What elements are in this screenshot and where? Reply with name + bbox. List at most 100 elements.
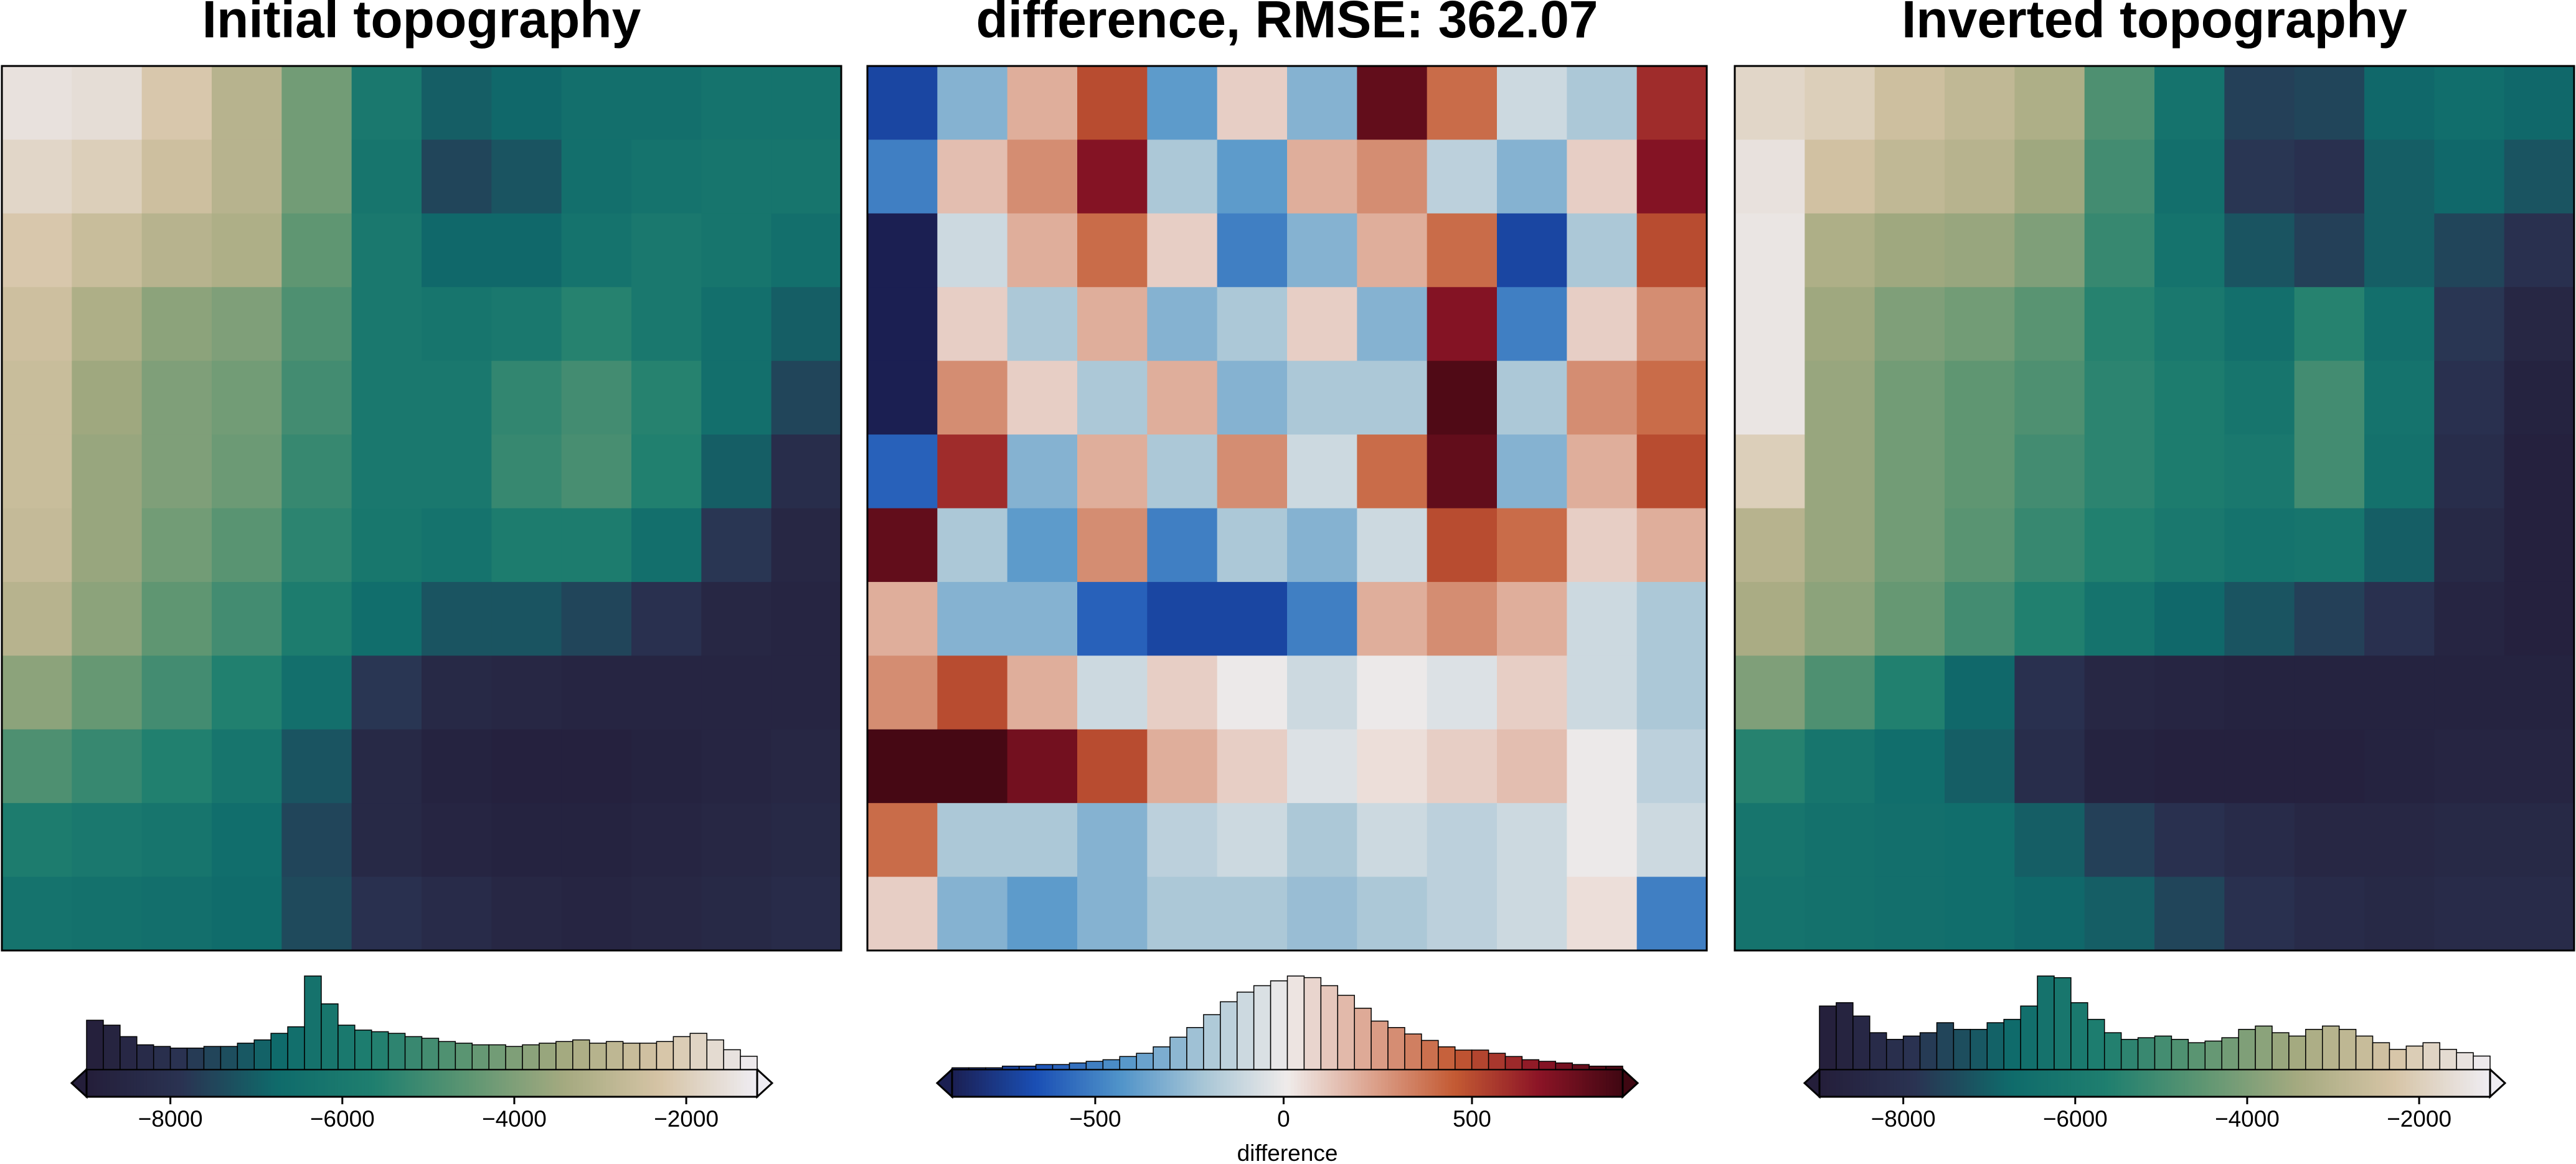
histogram-bar (2070, 1002, 2088, 1070)
colorbar-segment (2074, 1069, 2078, 1097)
colorbar-segment (2389, 1069, 2394, 1097)
colorbar-segment (234, 1069, 238, 1097)
heatmap-cell (1735, 876, 1805, 951)
histogram-bar (287, 1026, 305, 1070)
heatmap-cell (2294, 139, 2365, 214)
heatmap-cell (937, 655, 1008, 730)
heatmap-cell (1567, 803, 1638, 878)
colorbar-segment (683, 1069, 687, 1097)
colorbar-segment (2453, 1069, 2457, 1097)
colorbar-extend-high (1621, 1067, 1639, 1099)
heatmap-cell (2434, 213, 2505, 288)
colorbar-segment (462, 1069, 466, 1097)
colorbar-segment (576, 1069, 580, 1097)
colorbar-segment (1873, 1069, 1877, 1097)
heatmap-cell (2434, 287, 2505, 362)
heatmap-cell (1874, 66, 1945, 141)
colorbar-segment (509, 1069, 513, 1097)
colorbar-segment (965, 1069, 970, 1097)
colorbar-segment (1401, 1069, 1405, 1097)
heatmap-cell (2434, 729, 2505, 804)
heatmap-cell (1735, 139, 1805, 214)
colorbar-segment (348, 1069, 352, 1097)
colorbar-segment (197, 1069, 201, 1097)
colorbar-segment (1552, 1069, 1557, 1097)
heatmap-cell (1077, 66, 1148, 141)
heatmap-cell (1217, 803, 1288, 878)
heatmap-cell (2084, 213, 2155, 288)
colorbar-segment (1907, 1069, 1911, 1097)
colorbar-segment (1549, 1069, 1553, 1097)
histogram-bar (522, 1044, 540, 1070)
colorbar-segment (254, 1069, 258, 1097)
colorbar-segment (593, 1069, 597, 1097)
heatmap-cell (771, 287, 842, 362)
heatmap-cell (281, 508, 352, 583)
heatmap-cell (281, 139, 352, 214)
heatmap-cell (422, 655, 492, 730)
heatmap-cell (2294, 581, 2365, 656)
histogram-bar (1220, 1001, 1238, 1070)
colorbar-segment (288, 1069, 292, 1097)
colorbar-segment (1953, 1069, 1958, 1097)
colorbar-segment (2047, 1069, 2052, 1097)
colorbar-segment (298, 1069, 302, 1097)
colorbar-segment (1153, 1069, 1158, 1097)
heatmap-cell (2294, 729, 2365, 804)
colorbar-segment (2050, 1069, 2055, 1097)
colorbar-segment (130, 1069, 134, 1097)
heatmap-cell (2294, 66, 2365, 141)
colorbar-segment (1481, 1069, 1486, 1097)
colorbar-segment (2262, 1069, 2267, 1097)
heatmap-cell (1217, 360, 1288, 435)
histogram-bar (985, 1067, 1003, 1070)
colorbar-segment (328, 1069, 332, 1097)
heatmap-cell (141, 508, 212, 583)
histogram-bar (1504, 1056, 1523, 1070)
colorbar-segment (1562, 1069, 1567, 1097)
colorbar-segment (1602, 1069, 1606, 1097)
heatmap-cell (2364, 213, 2435, 288)
colorbar-segment (2178, 1069, 2182, 1097)
heatmap-cell (1567, 434, 1638, 509)
colorbar-segment (291, 1069, 295, 1097)
histogram-bar (1186, 1027, 1204, 1070)
colorbar-segment (616, 1069, 621, 1097)
colorbar-segment (2399, 1069, 2404, 1097)
colorbar-segment (572, 1069, 577, 1097)
heatmap-cell (2154, 360, 2225, 435)
colorbar-segment (535, 1069, 540, 1097)
heatmap-cell (1567, 729, 1638, 804)
x-tick-label: 500 (1453, 1106, 1491, 1132)
colorbar-segment (1990, 1069, 1994, 1097)
histogram-bar (1572, 1064, 1590, 1070)
colorbar-segment (388, 1069, 392, 1097)
colorbar-segment (2379, 1069, 2384, 1097)
colorbar-segment (1465, 1069, 1470, 1097)
heatmap-cell (1567, 360, 1638, 435)
colorbar-segment (163, 1069, 168, 1097)
colorbar-segment (1498, 1069, 1503, 1097)
colorbar-segment (2044, 1069, 2048, 1097)
heatmap-cell (1147, 803, 1218, 878)
histogram-bar (136, 1044, 154, 1070)
heatmap-cell (212, 434, 282, 509)
heatmap-cell (1427, 876, 1498, 951)
histogram-bar (1852, 1015, 1871, 1070)
heatmap-cell (631, 655, 702, 730)
colorbar-segment (1263, 1069, 1268, 1097)
colorbar-segment (1354, 1069, 1359, 1097)
colorbar-segment (1461, 1069, 1466, 1097)
colorbar-segment (2222, 1069, 2226, 1097)
heatmap-cell (2014, 655, 2085, 730)
heatmap-cell (212, 287, 282, 362)
heatmap-cell (212, 508, 282, 583)
colorbar-segment (1146, 1069, 1151, 1097)
heatmap-cell (561, 803, 632, 878)
colorbar-segment (2242, 1069, 2246, 1097)
histogram-bar (438, 1041, 456, 1070)
colorbar-segment (1253, 1069, 1258, 1097)
heatmap-cell (701, 803, 772, 878)
colorbar-segment (120, 1069, 125, 1097)
colorbar-segment (1301, 1069, 1305, 1097)
